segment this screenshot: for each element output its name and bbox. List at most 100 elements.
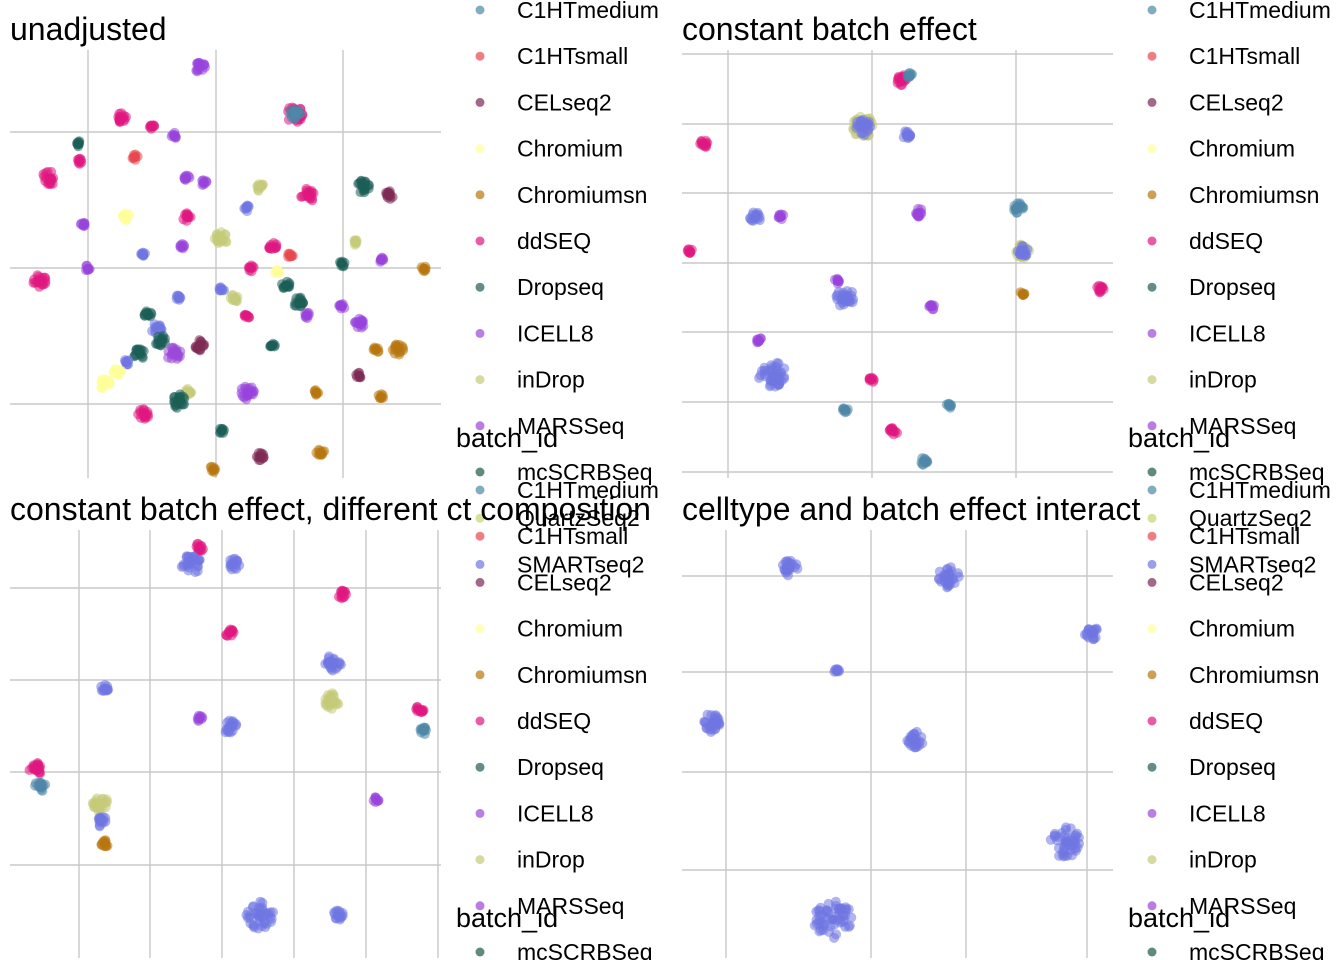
point-core [256, 911, 265, 920]
panel-constant-batch-grid [682, 50, 1113, 478]
point-core [372, 795, 381, 804]
legend-key-celseq2 [476, 578, 485, 587]
point-core [833, 277, 842, 286]
point-core [139, 251, 148, 260]
point-core [1096, 285, 1105, 294]
point-core [247, 264, 256, 273]
point-core [290, 110, 299, 119]
point-core [169, 131, 178, 140]
legend-label-ddseq: ddSEQ [517, 708, 591, 734]
point-core [928, 302, 937, 311]
point-core [699, 140, 708, 149]
panel-ct-composition-cluster-smartseq2-1 [177, 551, 205, 577]
point-core [686, 247, 695, 256]
legend-key-chromium [1148, 144, 1157, 153]
point-core [889, 426, 898, 435]
panel-ct-composition-cluster-smartseq2-15 [94, 812, 111, 831]
panel-constant-batch-cluster-marsseq-8 [911, 204, 926, 222]
point-core [755, 337, 764, 346]
point-core [96, 817, 105, 826]
point-core [208, 465, 217, 474]
panel-constant-batch-cluster-ddseq-23 [885, 423, 902, 439]
panel-celltype-interact-cluster-smartseq2-7 [810, 897, 857, 943]
point-core [355, 319, 364, 328]
point-core [243, 388, 252, 397]
panel-ct-composition-cluster-ddseq-8 [411, 702, 428, 717]
point-core [100, 838, 109, 847]
point-core [372, 345, 381, 354]
panel-constant-batch-points [683, 68, 1109, 470]
legend-label-celseq2: CELseq2 [1189, 569, 1284, 595]
legend-key-c1htmedium [476, 6, 485, 15]
point-core [312, 388, 321, 397]
point [832, 290, 842, 300]
point-core [195, 63, 204, 72]
point-core [243, 311, 252, 320]
legend-label-chromium: Chromium [517, 136, 623, 162]
point-core [174, 397, 183, 406]
legend-label-dropseq: Dropseq [517, 274, 604, 300]
point-core [337, 590, 346, 599]
point-core [906, 71, 915, 80]
point-core [355, 371, 364, 380]
point-core [333, 911, 342, 920]
panel-celltype-interact-points [699, 556, 1102, 943]
legend-label-indrop: inDrop [1189, 847, 1257, 873]
point-core [100, 684, 109, 693]
legend-label-celseq2: CELseq2 [1189, 89, 1284, 115]
legend-key-mcscrbseq [1148, 948, 1157, 957]
panel-ct-composition-cluster-smartseq2-7 [96, 680, 113, 696]
point-core [919, 456, 928, 465]
point-core [113, 367, 122, 376]
panel-ct-composition-cluster-ddseq-12 [25, 758, 46, 779]
point-core [243, 204, 252, 213]
panel-constant-batch-cluster-c1htmedium-9 [1009, 198, 1028, 218]
panel-celltype-interact-cluster-smartseq2-4 [699, 710, 724, 737]
point-core [841, 294, 850, 303]
point-core [83, 264, 92, 273]
point-core [945, 401, 954, 410]
point-core [329, 658, 338, 667]
legend-key-smartseq2 [1148, 560, 1157, 569]
point [816, 925, 826, 935]
legend-key-c1htmedium [1148, 6, 1157, 15]
legend-label-indrop: inDrop [1189, 367, 1257, 393]
panel-ct-composition: C1HTmediumC1HTsmallCELseq2ChromiumChromi… [10, 477, 659, 960]
legend-key-dropseq [1148, 283, 1157, 292]
legend-label-c1htmedium: C1HTmedium [1189, 477, 1331, 503]
legend-key-celseq2 [1148, 578, 1157, 587]
legend-key-chromiumsn [1148, 190, 1157, 199]
legend-label-indrop: inDrop [517, 367, 585, 393]
panel-ct-composition-title: constant batch effect, different ct comp… [10, 491, 651, 527]
panel-ct-composition-cluster-ddseq-4 [221, 625, 239, 641]
legend-key-c1htmedium [1148, 486, 1157, 495]
point [765, 381, 775, 391]
point-core [256, 183, 265, 192]
point-core [156, 337, 165, 346]
legend-label-icell8: ICELL8 [517, 800, 594, 826]
panel-ct-composition-grid [10, 530, 441, 958]
panel-celltype-interact-cluster-smartseq2-2 [1080, 624, 1102, 645]
panel-ct-composition-points [25, 539, 432, 934]
point-core [316, 448, 325, 457]
point-core [217, 426, 226, 435]
legend-key-quartzseq2 [1148, 514, 1157, 523]
panel-ct-composition-legend: C1HTmediumC1HTsmallCELseq2ChromiumChromi… [456, 477, 659, 960]
point-core [36, 277, 45, 286]
point-core [135, 349, 144, 358]
legend-label-chromiumsn: Chromiumsn [1189, 182, 1319, 208]
legend-label-c1htsmall: C1HTsmall [1189, 43, 1300, 69]
panel-constant-batch-cluster-smartseq2-4 [899, 126, 916, 143]
point-core [419, 727, 428, 736]
legend-key-chromium [1148, 624, 1157, 633]
panel-celltype-interact-cluster-smartseq2-3 [829, 664, 844, 677]
panel-constant-batch-cluster-smartseq2-6 [745, 208, 765, 226]
panel-constant-batch-cluster-chromiumsn-14 [1016, 287, 1030, 300]
legend-label-ddseq: ddSEQ [1189, 708, 1263, 734]
legend-key-chromium [476, 624, 485, 633]
point-core [256, 452, 265, 461]
panel-constant-batch-cluster-c1htmedium-21 [942, 399, 956, 413]
point-core [131, 153, 140, 162]
panel-ct-composition-cluster-smartseq2-18 [242, 897, 279, 934]
panel-celltype-interact-cluster-smartseq2-0 [778, 556, 803, 581]
